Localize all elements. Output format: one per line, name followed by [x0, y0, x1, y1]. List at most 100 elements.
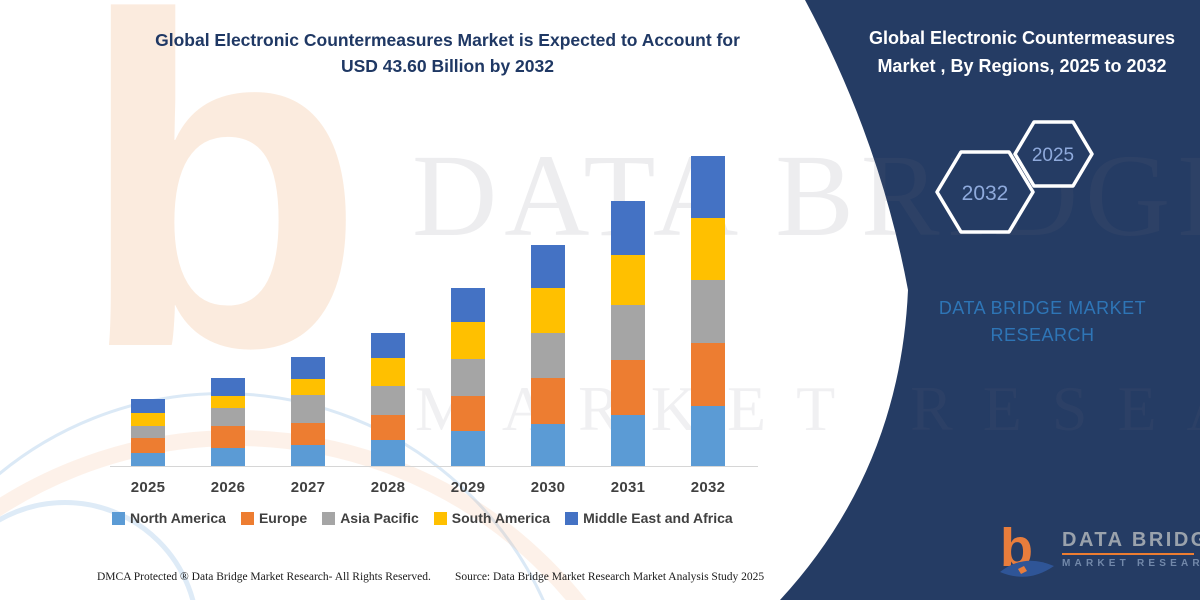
x-axis-label-2030: 2030 — [530, 479, 566, 496]
bar-segment-asia-pacific-2025 — [131, 426, 165, 438]
bar-segment-europe-2028 — [371, 414, 405, 440]
x-axis-label-2032: 2032 — [690, 479, 726, 496]
chart-title-line2: USD 43.60 Billion by 2032 — [340, 56, 554, 76]
legend-item-north-america: North America — [112, 510, 226, 526]
bar-segment-south-america-2028 — [371, 358, 405, 387]
bar-segment-south-america-2026 — [211, 396, 245, 408]
panel-heading: Global Electronic Countermeasures Market… — [852, 24, 1192, 80]
bar-segment-europe-2032 — [691, 343, 725, 407]
bar-segment-north-america-2028 — [371, 439, 405, 466]
legend-item-south-america: South America — [433, 510, 551, 526]
legend-label-north-america: North America — [130, 510, 226, 526]
bar-column-2031: 2031 — [588, 146, 668, 496]
bar-segment-asia-pacific-2028 — [371, 386, 405, 415]
legend-item-middle-east-and-africa: Middle East and Africa — [565, 510, 733, 526]
bar-segment-north-america-2032 — [691, 406, 725, 466]
panel-brand-text: DATA BRIDGE MARKET RESEARCH — [880, 295, 1200, 349]
legend-swatch-north-america — [112, 511, 125, 525]
stacked-bar-2027 — [291, 146, 325, 466]
bar-segment-europe-2030 — [531, 377, 565, 424]
bar-segment-middle-east-and-africa-2025 — [131, 399, 165, 413]
bar-segment-south-america-2031 — [611, 255, 645, 306]
legend-swatch-middle-east-and-africa — [565, 511, 579, 525]
legend-label-europe: Europe — [258, 510, 308, 526]
bar-column-2032: 2032 — [668, 146, 748, 496]
legend-item-asia-pacific: Asia Pacific — [322, 510, 419, 526]
x-axis-label-2026: 2026 — [210, 479, 246, 496]
bar-column-2025: 2025 — [108, 146, 188, 496]
bar-segment-asia-pacific-2030 — [531, 333, 565, 378]
watermark-b-logo: b — [78, 0, 366, 445]
stacked-bar-2030 — [531, 146, 565, 466]
bar-segment-europe-2026 — [211, 426, 245, 448]
logo-brand-text: DATA BRIDGE — [1062, 529, 1200, 551]
legend-label-middle-east-and-africa: Middle East and Africa — [583, 510, 733, 526]
bar-segment-europe-2031 — [611, 360, 645, 415]
bar-segment-asia-pacific-2026 — [211, 407, 245, 427]
bar-segment-middle-east-and-africa-2032 — [691, 155, 725, 218]
bar-segment-south-america-2032 — [691, 217, 725, 280]
x-axis-label-2029: 2029 — [450, 479, 486, 496]
bar-column-2027: 2027 — [268, 146, 348, 496]
panel-brand-line2: RESEARCH — [990, 325, 1095, 345]
stacked-bar-2029 — [451, 146, 485, 466]
stacked-bar-2028 — [371, 146, 405, 466]
bar-segment-south-america-2030 — [531, 288, 565, 334]
hexagon-year-badges: 2032 2025 — [935, 120, 1094, 234]
stacked-bar-2026 — [211, 146, 245, 466]
bar-segment-middle-east-and-africa-2031 — [611, 200, 645, 256]
bar-segment-north-america-2026 — [211, 447, 245, 466]
hexagon-2032 — [935, 150, 1035, 234]
stacked-bar-2025 — [131, 146, 165, 466]
data-bridge-logo: b DATA BRIDGE MARKET RESEARCH — [998, 520, 1200, 592]
stacked-bar-chart: 2025 2026 2027 2028 2029 2030 2031 2032 — [108, 146, 748, 496]
bar-segment-asia-pacific-2031 — [611, 305, 645, 361]
bar-column-2028: 2028 — [348, 146, 428, 496]
hexagon-2025 — [1013, 120, 1094, 188]
legend-swatch-asia-pacific — [322, 511, 336, 525]
x-axis-label-2028: 2028 — [370, 479, 406, 496]
bar-segment-north-america-2027 — [291, 444, 325, 466]
hexagon-2032-label: 2032 — [962, 182, 1009, 205]
bar-segment-asia-pacific-2029 — [451, 359, 485, 397]
stacked-bar-2031 — [611, 146, 645, 466]
bar-segment-north-america-2031 — [611, 414, 645, 466]
bar-segment-south-america-2025 — [131, 412, 165, 427]
bar-segment-europe-2025 — [131, 437, 165, 453]
bar-segment-europe-2027 — [291, 423, 325, 445]
hexagon-2025-label: 2025 — [1032, 145, 1074, 166]
chart-title-line1: Global Electronic Countermeasures Market… — [155, 30, 740, 50]
chart-legend: North America Europe Asia Pacific South Ame… — [112, 510, 733, 526]
bar-segment-north-america-2030 — [531, 424, 565, 466]
legend-swatch-europe — [240, 511, 254, 525]
bar-segment-middle-east-and-africa-2028 — [371, 333, 405, 359]
bar-column-2029: 2029 — [428, 146, 508, 496]
legend-label-asia-pacific: Asia Pacific — [340, 510, 419, 526]
legend-label-south-america: South America — [451, 510, 551, 526]
bar-segment-europe-2029 — [451, 396, 485, 432]
data-bridge-logo-text: DATA BRIDGE MARKET RESEARCH — [1062, 520, 1200, 592]
bar-segment-asia-pacific-2032 — [691, 279, 725, 344]
bar-column-2030: 2030 — [508, 146, 588, 496]
bar-segment-middle-east-and-africa-2027 — [291, 356, 325, 379]
x-axis-label-2025: 2025 — [130, 479, 166, 496]
bar-segment-north-america-2029 — [451, 431, 485, 466]
bar-segment-south-america-2029 — [451, 322, 485, 360]
panel-heading-line1: Global Electronic Countermeasures — [868, 28, 1176, 48]
data-bridge-logo-icon: b — [1000, 520, 1054, 578]
bar-segment-north-america-2025 — [131, 452, 165, 466]
bar-segment-middle-east-and-africa-2026 — [211, 377, 245, 397]
footer-dmca-text: DMCA Protected ® Data Bridge Market Rese… — [97, 571, 431, 583]
x-axis-line — [110, 466, 758, 467]
chart-title: Global Electronic Countermeasures Market… — [95, 27, 800, 79]
bar-column-2026: 2026 — [188, 146, 268, 496]
panel-heading-line2: Market , By Regions, 2025 to 2032 — [877, 56, 1167, 76]
x-axis-label-2031: 2031 — [610, 479, 646, 496]
bar-segment-south-america-2027 — [291, 378, 325, 396]
bar-segment-asia-pacific-2027 — [291, 395, 325, 424]
stacked-bar-2032 — [691, 146, 725, 466]
footer-source-text: Source: Data Bridge Market Research Mark… — [455, 571, 765, 583]
bar-segment-middle-east-and-africa-2030 — [531, 244, 565, 289]
